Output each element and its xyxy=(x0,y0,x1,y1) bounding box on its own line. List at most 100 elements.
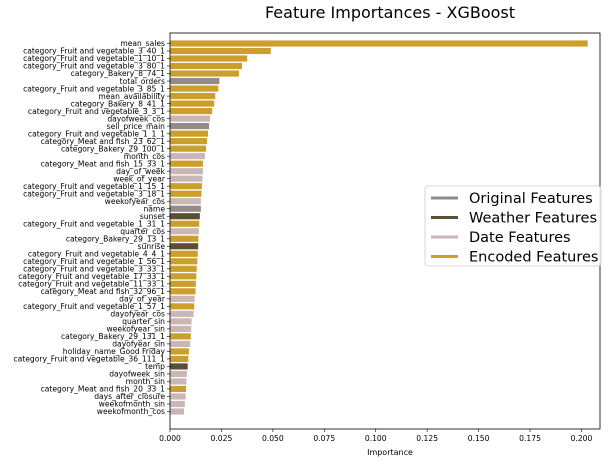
bar-weekofmonth-sin xyxy=(170,400,185,408)
y-tick-label: category_Fruit and vegetable_1_31_1 xyxy=(23,219,165,228)
y-tick-label: week_of_year xyxy=(113,174,166,183)
bar-category-bakery-8-74-1 xyxy=(170,70,239,77)
y-tick-label: temp xyxy=(145,362,165,371)
bar-category-fruit-and-vegetable-3-40-1 xyxy=(170,47,271,55)
y-tick-label: weekofyear_cos xyxy=(105,197,165,206)
bar-category-fruit-and-vegetable-3-18-1 xyxy=(170,190,202,197)
y-tick-label: sunrise xyxy=(138,242,166,251)
y-tick-label: quarter_cos xyxy=(120,227,165,236)
bar-category-fruit-and-vegetable-1-56-1 xyxy=(170,258,198,265)
bar-temp xyxy=(170,363,188,370)
y-tick-label: dayofyear_sin xyxy=(112,340,165,349)
legend-label: Original Features xyxy=(469,191,593,207)
y-tick-label: weekofmonth_cos xyxy=(97,407,165,416)
x-tick-label: 0.150 xyxy=(468,434,490,443)
bar-dayofyear-cos xyxy=(170,310,194,317)
y-tick-label: category_Fruit and vegetable_1_15_1 xyxy=(23,182,165,191)
x-tick-label: 0.125 xyxy=(416,434,438,443)
y-tick-label: category_Fruit and vegetable_3_18_1 xyxy=(23,189,165,198)
bar-category-fruit-and-vegetable-1-1-1 xyxy=(170,130,209,137)
y-tick-label: mean_availability xyxy=(98,92,165,101)
y-tick-label: category_Fruit and vegetable_3_80_1 xyxy=(23,62,165,71)
y-tick-label: name xyxy=(143,204,165,213)
bar-day-of-week xyxy=(170,168,203,175)
y-tick-label: category_Meat and fish_23_62_1 xyxy=(41,137,166,146)
bar-dayofweek-sin xyxy=(170,370,187,378)
bar-category-meat-and-fish-23-62-1 xyxy=(170,138,208,145)
y-tick-label: category_Bakery_29_13_1 xyxy=(66,234,165,243)
bar-category-fruit-and-vegetable-3-85-1 xyxy=(170,85,219,92)
y-tick-label: sell_price_main xyxy=(107,122,166,131)
y-tick-label: category_Fruit and vegetable_3_3_1 xyxy=(28,107,165,116)
bar-total-orders xyxy=(170,77,220,85)
bar-sell-price-main xyxy=(170,123,210,130)
y-tick-label: day_of_year xyxy=(119,295,166,304)
bar-week-of-year xyxy=(170,175,203,182)
x-tick-label: 0.075 xyxy=(313,434,335,443)
y-tick-label: category_Meat and fish_15_33_1 xyxy=(41,159,166,168)
y-tick-label: mean_sales xyxy=(120,39,165,48)
y-tick-label: category_Fruit and vegetable_11_33_1 xyxy=(18,280,165,289)
y-tick-label: holiday_name_Good Friday xyxy=(63,347,166,356)
bar-days-after-closure xyxy=(170,393,186,400)
bar-category-fruit-and-vegetable-1-57-1 xyxy=(170,303,195,310)
bar-category-fruit-and-vegetable-3-3-1 xyxy=(170,108,213,115)
y-tick-label: category_Fruit and vegetable_3_33_1 xyxy=(23,265,165,274)
bar-category-meat-and-fish-20-33-1 xyxy=(170,385,187,393)
bar-category-bakery-29-131-1 xyxy=(170,333,191,340)
y-tick-label: category_Fruit and vegetable_4_4_1 xyxy=(28,249,165,258)
y-tick-label: category_Bakery_8_74_1 xyxy=(71,69,166,78)
legend-label: Weather Features xyxy=(469,211,597,227)
bar-category-fruit-and-vegetable-17-33-1 xyxy=(170,273,197,280)
y-tick-label: month_sin xyxy=(126,377,166,386)
y-tick-label: total_orders xyxy=(120,77,165,86)
legend-box xyxy=(424,185,602,267)
legend: Original Features Weather Features Date Fe… xyxy=(424,185,602,267)
bar-category-fruit-and-vegetable-4-4-1 xyxy=(170,250,198,257)
x-tick-label: 0.175 xyxy=(519,434,541,443)
bar-month-cos xyxy=(170,153,205,160)
y-tick-label: category_Fruit and vegetable_36_111_1 xyxy=(13,355,165,364)
bar-sunrise xyxy=(170,243,199,250)
y-tick-label: category_Fruit and vegetable_17_33_1 xyxy=(18,272,165,281)
y-tick-label: category_Bakery_29_131_1 xyxy=(61,332,165,341)
bar-dayofyear-sin xyxy=(170,340,191,347)
chart-title: Feature Importances - XGBoost xyxy=(265,3,515,22)
bar-quarter-sin xyxy=(170,318,192,325)
y-tick-label: category_Fruit and vegetable_1_57_1 xyxy=(23,302,165,311)
y-tick-label: category_Meat and fish_32_96_1 xyxy=(41,287,166,296)
y-tick-label: category_Fruit and vegetable_1_56_1 xyxy=(23,257,165,266)
bar-category-bakery-29-13-1 xyxy=(170,235,199,242)
x-tick-label: 0.025 xyxy=(211,434,233,443)
y-tick-label: category_Fruit and vegetable_3_40_1 xyxy=(23,47,165,56)
x-axis: 0.000 0.025 0.050 0.075 0.100 0.125 0.150 0.175… xyxy=(159,429,593,443)
bar-month-sin xyxy=(170,378,187,385)
legend-label: Date Features xyxy=(469,230,571,246)
y-tick-label: dayofyear_cos xyxy=(110,310,165,319)
bar-category-fruit-and-vegetable-1-31-1 xyxy=(170,220,200,227)
bar-mean-sales xyxy=(170,40,588,47)
bar-category-fruit-and-vegetable-3-33-1 xyxy=(170,265,197,272)
bar-category-fruit-and-vegetable-1-15-1 xyxy=(170,183,202,190)
bar-category-meat-and-fish-32-96-1 xyxy=(170,288,196,295)
y-tick-label: category_Meat and fish_20_33_1 xyxy=(41,385,166,394)
bar-category-meat-and-fish-15-33-1 xyxy=(170,160,203,167)
bar-dayofweek-cos xyxy=(170,115,211,122)
bar-day-of-year xyxy=(170,295,195,302)
bar-category-fruit-and-vegetable-1-10-1 xyxy=(170,55,248,62)
bar-category-fruit-and-vegetable-11-33-1 xyxy=(170,280,196,287)
bar-weekofmonth-cos xyxy=(170,408,184,415)
bar-sunset xyxy=(170,213,200,220)
y-tick-label: day_of_week xyxy=(116,167,165,176)
bar-weekofyear-cos xyxy=(170,198,201,205)
x-tick-label: 0.050 xyxy=(262,434,284,443)
y-tick-label: category_Fruit and vegetable_1_1_1 xyxy=(28,129,165,138)
bar-quarter-cos xyxy=(170,228,199,235)
x-tick-label: 0.000 xyxy=(159,434,181,443)
bar-category-bakery-8-41-1 xyxy=(170,100,215,107)
y-tick-label: dayofweek_cos xyxy=(107,114,165,123)
bar-holiday-name-good-friday xyxy=(170,348,189,355)
y-tick-label: category_Bakery_8_41_1 xyxy=(71,99,166,108)
y-tick-label: month_cos xyxy=(124,152,165,161)
